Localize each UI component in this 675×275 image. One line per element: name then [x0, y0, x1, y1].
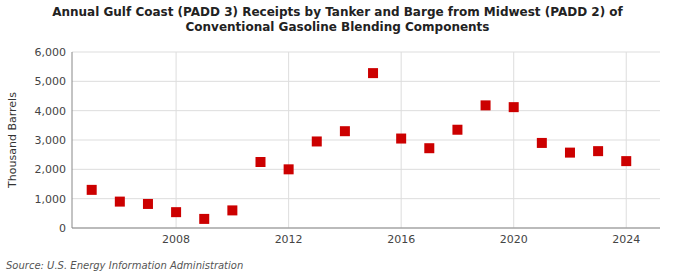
y-tick-label: 1,000 — [35, 193, 67, 206]
y-tick-label: 3,000 — [35, 134, 67, 147]
chart: Annual Gulf Coast (PADD 3) Receipts by T… — [0, 0, 675, 275]
point — [115, 197, 125, 207]
y-grid-line — [72, 228, 660, 229]
x-grid-line — [626, 52, 627, 228]
x-tick-label: 2012 — [275, 233, 303, 246]
y-tick-label: 0 — [59, 222, 66, 235]
point — [199, 214, 209, 224]
grid — [72, 52, 660, 228]
point — [227, 205, 237, 215]
y-tick-label: 2,000 — [35, 163, 67, 176]
point — [143, 199, 153, 209]
y-axis-label: Thousand Barrels — [6, 92, 19, 189]
point — [340, 126, 350, 136]
x-grid-line — [288, 52, 289, 228]
point — [621, 156, 631, 166]
x-grid-line — [513, 52, 514, 228]
point — [87, 185, 97, 195]
x-tick-label: 2016 — [387, 233, 415, 246]
y-grid-line — [72, 52, 660, 53]
point — [312, 136, 322, 146]
point — [509, 102, 519, 112]
y-grid-line — [72, 81, 660, 82]
title-line: Conventional Gasoline Blending Component… — [186, 20, 490, 34]
x-tick-label: 2020 — [500, 233, 528, 246]
point — [452, 125, 462, 135]
point — [424, 143, 434, 153]
y-tick-label: 5,000 — [35, 75, 67, 88]
x-tick-label: 2024 — [612, 233, 640, 246]
point — [396, 134, 406, 144]
y-tick-label: 6,000 — [35, 46, 67, 59]
x-tick-label: 2008 — [162, 233, 190, 246]
y-grid-line — [72, 198, 660, 199]
point — [284, 164, 294, 174]
point — [171, 207, 181, 217]
x-grid-line — [176, 52, 177, 228]
source: Source: U.S. Energy Information Administ… — [6, 260, 243, 271]
point — [565, 148, 575, 158]
title-line: Annual Gulf Coast (PADD 3) Receipts by T… — [52, 5, 623, 19]
y-tick-label: 4,000 — [35, 105, 67, 118]
title: Annual Gulf Coast (PADD 3) Receipts by T… — [52, 5, 623, 34]
points — [87, 68, 632, 224]
point — [481, 100, 491, 110]
y-grid-line — [72, 110, 660, 111]
point — [537, 138, 547, 148]
point — [368, 68, 378, 78]
y-grid-line — [72, 140, 660, 141]
point — [593, 146, 603, 156]
y-grid-line — [72, 169, 660, 170]
y-axis-line — [72, 52, 73, 228]
x-axis-line — [72, 228, 660, 229]
point — [255, 157, 265, 167]
